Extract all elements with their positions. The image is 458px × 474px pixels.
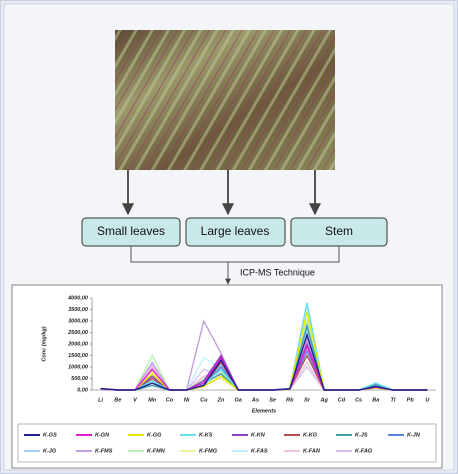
x-tick-label: Se [269,397,276,403]
x-tick-label: Li [98,397,103,403]
x-tick-label: Ga [235,397,242,403]
legend-label: K-FMN [147,448,166,454]
y-tick-label: 3500,00 [68,307,88,313]
x-axis-label: Elements [252,408,276,414]
y-tick-label: 0,00 [77,387,88,393]
y-axis-label: Conc (mg/kg) [41,326,47,361]
legend-label: K-FAS [251,448,268,454]
y-tick-label: 1000,00 [68,364,88,370]
legend-label: K-KN [251,432,266,438]
x-tick-label: Cd [338,397,346,403]
legend-label: K-FMG [199,448,218,454]
legend-label: K-GS [43,432,57,438]
x-tick-label: Zn [217,397,225,403]
node-label: Small leaves [97,224,165,238]
y-tick-label: 4000,00 [67,295,88,301]
x-tick-label: Ag [320,397,329,403]
x-tick-label: Cu [200,397,208,403]
legend-label: K-GG [147,432,162,438]
x-tick-label: Rb [286,397,294,403]
legend-label: K-JG [43,448,57,454]
y-tick-label: 2500,00 [67,330,88,336]
x-tick-label: Be [114,397,121,403]
y-tick-label: 3000,00 [68,318,88,324]
legend-label: K-KG [303,432,318,438]
x-tick-label: Mn [148,397,157,403]
photo [115,30,335,170]
legend-label: K-GN [95,432,110,438]
node-label: Stem [325,224,353,238]
x-tick-label: Ba [372,397,379,403]
y-tick-label: 1500,00 [68,353,88,359]
x-tick-label: Co [166,397,174,403]
x-tick-label: Ni [184,397,190,403]
x-tick-label: Pb [407,397,415,403]
x-tick-label: Sr [304,397,311,403]
graphical-abstract: Small leaves Large leaves Stem ICP-MS Te… [0,0,458,474]
legend-label: K-FMS [95,448,113,454]
legend-label: K-KS [199,432,213,438]
legend-label: K-JS [355,432,368,438]
x-tick-label: Cs [355,397,362,403]
node-label: Large leaves [201,224,270,238]
x-tick-label: As [251,397,259,403]
legend-label: K-JN [407,432,421,438]
technique-label: ICP-MS Technique [240,267,315,277]
y-tick-label: 500,00 [71,376,88,382]
legend-box [18,424,436,462]
legend-label: K-FAG [355,448,373,454]
y-tick-label: 2000,00 [67,341,88,347]
x-tick-label: Tl [391,397,396,403]
legend-label: K-FAN [303,448,321,454]
